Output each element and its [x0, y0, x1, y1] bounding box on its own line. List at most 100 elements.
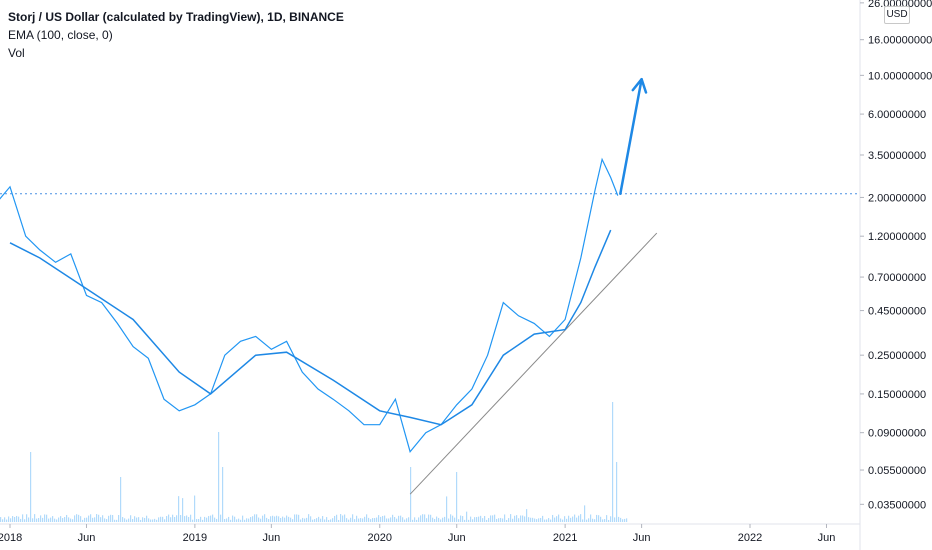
volume-bar	[96, 514, 98, 522]
volume-bar	[366, 514, 368, 522]
time-tick-label: Jun	[633, 532, 651, 544]
volume-bar	[182, 498, 184, 522]
volume-bar	[612, 402, 614, 522]
volume-bar	[80, 516, 82, 522]
volume-bar	[406, 518, 408, 522]
volume-bar	[120, 477, 122, 522]
volume-bar	[134, 516, 136, 522]
volume-bar	[452, 515, 454, 522]
volume-bar	[258, 517, 260, 522]
volume-bar	[530, 517, 532, 522]
volume-bar	[248, 518, 250, 522]
volume-bar	[196, 519, 198, 522]
volume-bar	[236, 519, 238, 522]
volume-bar	[548, 518, 550, 522]
volume-bar	[66, 514, 68, 522]
volume-bar	[552, 514, 554, 522]
volume-bar	[170, 517, 172, 522]
price-tick-label: 2.00000000	[868, 192, 926, 204]
volume-bar	[204, 516, 206, 522]
volume-bar	[100, 517, 102, 522]
volume-bar	[246, 518, 248, 522]
volume-bar	[606, 515, 608, 522]
volume-bar	[370, 519, 372, 522]
volume-bar	[404, 519, 406, 522]
volume-bar	[380, 516, 382, 522]
volume-bar	[622, 519, 624, 522]
volume-bar	[288, 516, 290, 522]
volume-bar	[392, 514, 394, 522]
volume-bar	[74, 515, 76, 522]
volume-bar	[232, 515, 234, 522]
volume-bar	[260, 518, 262, 522]
volume-bar	[326, 517, 328, 522]
volume-bar	[94, 517, 96, 522]
volume-bar	[410, 467, 412, 522]
volume-bar	[132, 519, 134, 522]
volume-bar	[102, 515, 104, 522]
volume-bar	[310, 516, 312, 522]
price-axis[interactable]: 26.00000000 16.00000000 10.00000000 6.00000…	[860, 0, 932, 511]
volume-bar	[388, 518, 390, 522]
volume-bar	[10, 518, 12, 522]
volume-bar	[360, 518, 362, 522]
volume-bar	[368, 517, 370, 522]
volume-bar	[180, 515, 182, 522]
volume-bar	[318, 516, 320, 522]
time-tick-label: Jun	[78, 532, 96, 544]
volume-bar	[550, 519, 552, 522]
volume-bar	[290, 517, 292, 522]
volume-bar	[604, 519, 606, 522]
volume-bar	[174, 517, 176, 522]
ema-indicator-label[interactable]: EMA (100, close, 0)	[8, 28, 113, 42]
volume-bar	[524, 516, 526, 522]
time-tick-label: 2020	[368, 532, 392, 544]
volume-bar	[334, 515, 336, 522]
volume-bar	[556, 516, 558, 522]
volume-bar	[92, 517, 94, 522]
volume-bar	[114, 519, 116, 522]
volume-bar	[118, 515, 120, 522]
volume-bar	[330, 519, 332, 522]
volume-bar	[308, 514, 310, 522]
volume-bar	[128, 518, 130, 522]
volume-bar	[18, 516, 20, 522]
volume-bar	[512, 518, 514, 522]
volume-bar	[598, 515, 600, 522]
volume-bar	[596, 514, 598, 522]
volume-bar	[572, 516, 574, 522]
volume-bar	[526, 509, 528, 522]
volume-bar	[396, 518, 398, 522]
volume-bar	[348, 519, 350, 522]
volume-bar	[494, 514, 496, 522]
volume-bar	[16, 515, 18, 522]
volume-bar	[302, 517, 304, 522]
volume-bar	[82, 519, 84, 522]
volume-bar	[70, 518, 72, 522]
volume-bar	[146, 515, 148, 522]
currency-badge[interactable]: USD	[884, 6, 910, 24]
volume-bar	[216, 518, 218, 522]
volume-bar	[398, 515, 400, 522]
volume-bar	[40, 515, 42, 522]
volume-bar	[460, 515, 462, 522]
volume-bar	[484, 516, 486, 522]
volume-indicator-label[interactable]: Vol	[8, 46, 25, 60]
symbol-title[interactable]: Storj / US Dollar (calculated by Trading…	[8, 10, 344, 24]
volume-bar	[68, 517, 70, 522]
volume-bar	[110, 514, 112, 522]
volume-bar	[436, 516, 438, 522]
volume-bar	[354, 519, 356, 522]
volume-bar	[534, 518, 536, 522]
volume-bar	[426, 518, 428, 522]
volume-bar	[428, 514, 430, 522]
volume-bar	[374, 518, 376, 522]
time-axis[interactable]: 2018 Jun 2019 Jun 2020 Jun 2021 Jun 2022 Jun	[0, 524, 835, 544]
volume-bar	[266, 517, 268, 522]
volume-bar	[292, 519, 294, 522]
volume-bar	[220, 514, 222, 522]
volume-bar	[22, 514, 24, 522]
volume-bar	[454, 517, 456, 522]
volume-bar	[586, 519, 588, 522]
